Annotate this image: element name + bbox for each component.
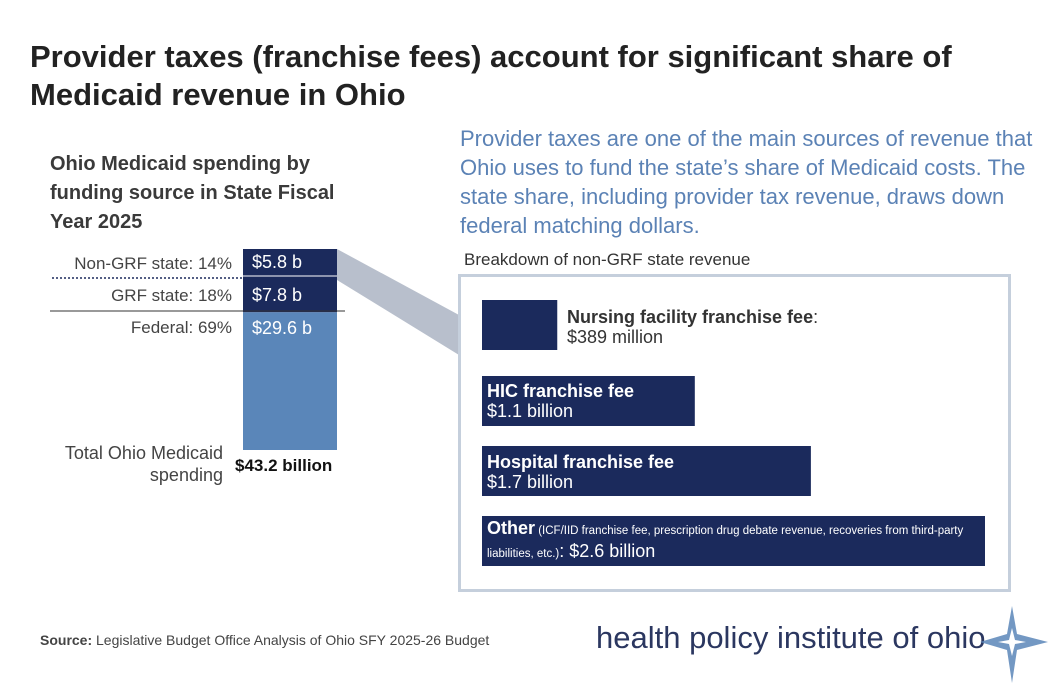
stacked-segment-0 (243, 249, 337, 276)
seg-value-federal: $29.6 b (252, 318, 313, 338)
bar-label-hic-value: $1.1 billion (487, 401, 574, 421)
breakdown-label: Breakdown of non-GRF state revenue (464, 250, 751, 269)
bar-label-other-name: Other (487, 518, 536, 538)
breakdown-panel (458, 274, 1011, 592)
stacked-chart-title: Ohio Medicaid spending by funding source… (50, 153, 335, 233)
stacked-segment-1 (243, 275, 337, 313)
total-label: Total Ohio Medicaid spending (64, 443, 223, 485)
connector-band (337, 249, 459, 355)
bar-label-other-note: (ICF/IID franchise fee, prescription dru… (487, 525, 964, 560)
total-value: $43.2 billion (235, 456, 333, 475)
seg-label-grf: GRF state: 18% (111, 286, 232, 305)
bar-label-hic-name: HIC franchise fee (487, 381, 635, 401)
bar-label-hospital-name: Hospital franchise fee (487, 452, 675, 472)
bar-label-nursing: Nursing facility franchise fee: $389 mil… (567, 307, 827, 347)
callout-text: Provider taxes are one of the main sourc… (460, 126, 1033, 238)
source-note: Source: Legislative Budget Office Analys… (40, 632, 489, 648)
source-label: Source: (40, 632, 93, 648)
logo: health policy institute of ohio (596, 620, 985, 656)
source-text: Legislative Budget Office Analysis of Oh… (92, 632, 490, 648)
seg-value-non-grf: $5.8 b (252, 252, 303, 272)
bar-label-hospital: Hospital franchise fee $1.7 billion (487, 452, 797, 492)
logo-text: health policy institute of ohio (596, 620, 986, 655)
seg-label-federal: Federal: 69% (130, 318, 232, 337)
bar-label-nursing-name: Nursing facility franchise fee (567, 307, 814, 327)
bar-label-hospital-value: $1.7 billion (487, 472, 574, 492)
page-title: Provider taxes (franchise fees) account … (30, 39, 952, 112)
hbar-0 (482, 300, 558, 350)
bar-label-other: Other (ICF/IID franchise fee, prescripti… (487, 518, 977, 564)
bar-label-other-value: : $2.6 billion (559, 541, 656, 561)
hbar-2 (482, 446, 811, 496)
hbar-3 (482, 516, 985, 566)
hbar-1 (482, 376, 695, 426)
bar-label-hic: HIC franchise fee $1.1 billion (487, 381, 697, 421)
stacked-segment-2 (243, 312, 337, 450)
seg-label-non-grf: Non-GRF state: 14% (74, 254, 232, 273)
seg-value-grf: $7.8 b (252, 285, 303, 305)
bar-label-nursing-value: : $389 million (567, 307, 819, 347)
